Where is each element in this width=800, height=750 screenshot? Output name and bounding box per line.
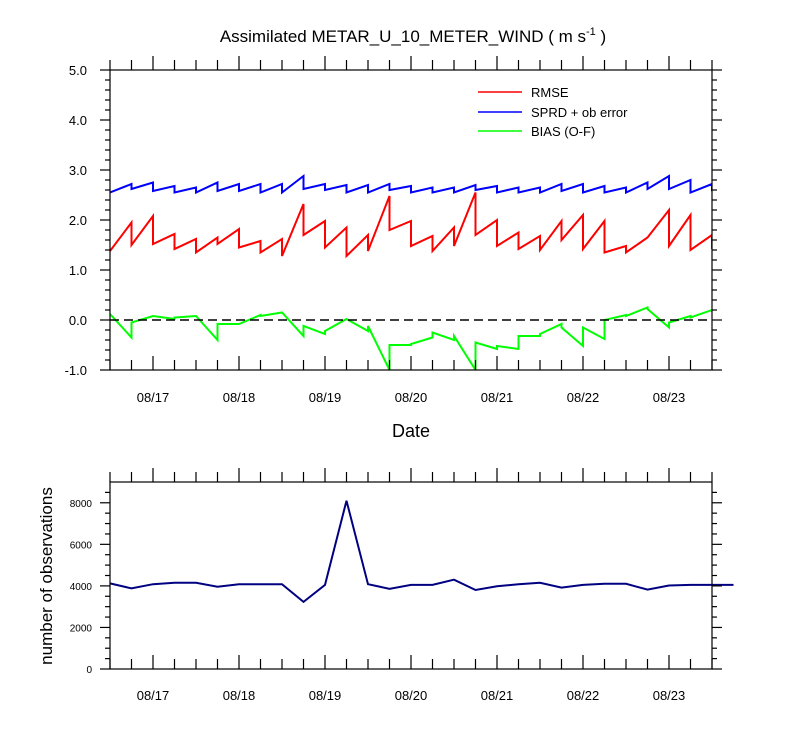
x-tick-label: 08/22	[567, 390, 600, 405]
bottom-tick-marks	[100, 468, 722, 670]
bottom-plot-frame	[109, 481, 713, 670]
top-x-tick-labels: 08/17 08/18 08/19 08/20 08/21 08/22 08/23	[137, 390, 686, 405]
x-tick-label: 08/20	[395, 688, 428, 703]
y-tick-label: 1.0	[69, 263, 87, 278]
y-tick-label: 8000	[70, 499, 93, 510]
x-tick-label: 08/23	[653, 390, 686, 405]
y-tick-label: 4.0	[69, 113, 87, 128]
x-tick-label: 08/23	[653, 688, 686, 703]
x-tick-label: 08/22	[567, 688, 600, 703]
bottom-series-group	[109, 500, 734, 604]
bottom-x-tick-labels: 08/17 08/18 08/19 08/20 08/21 08/22 08/23	[137, 688, 686, 703]
top-series-group	[110, 173, 712, 370]
y-tick-label: -1.0	[65, 363, 87, 378]
x-tick-label: 08/21	[481, 390, 514, 405]
legend: RMSE SPRD + ob error BIAS (O-F)	[478, 85, 628, 139]
x-tick-label: 08/20	[395, 390, 428, 405]
bottom-y-tick-labels: 8000 6000 4000 2000 0	[70, 499, 93, 676]
top-tick-marks	[100, 56, 722, 371]
x-tick-label: 08/19	[309, 390, 342, 405]
observation-count-line	[109, 500, 734, 604]
top-y-tick-labels: 5.0 4.0 3.0 2.0 1.0 0.0 -1.0	[65, 63, 87, 378]
y-tick-label: 4000	[70, 582, 93, 593]
x-tick-label: 08/19	[309, 688, 342, 703]
x-tick-label: 08/17	[137, 390, 170, 405]
x-tick-label: 08/17	[137, 688, 170, 703]
y-tick-label: 6000	[70, 540, 93, 551]
x-tick-label: 08/21	[481, 688, 514, 703]
y-tick-label: 2000	[70, 623, 93, 634]
y-tick-label: 0	[86, 665, 92, 676]
x-tick-label: 08/18	[223, 390, 256, 405]
legend-label-rmse: RMSE	[531, 85, 569, 100]
chart-title: Assimilated METAR_U_10_METER_WIND ( m s-…	[220, 26, 606, 46]
x-tick-label: 08/18	[223, 688, 256, 703]
x-axis-title: Date	[392, 421, 430, 441]
top-panel: 5.04.03.02.01.00.0-1.0 08/17 08/18 08/19 08…	[65, 56, 722, 441]
series-line-sprd	[110, 173, 712, 195]
series-line-bias	[110, 306, 712, 370]
y-tick-label: 5.0	[69, 63, 87, 78]
y-tick-label: 3.0	[69, 163, 87, 178]
series-line-rmse	[110, 192, 712, 259]
y-tick-label: 2.0	[69, 213, 87, 228]
y-axis-title-observations: number of observations	[37, 487, 56, 665]
legend-label-sprd: SPRD + ob error	[531, 105, 628, 120]
legend-label-bias: BIAS (O-F)	[531, 124, 595, 139]
y-tick-label: 0.0	[69, 313, 87, 328]
